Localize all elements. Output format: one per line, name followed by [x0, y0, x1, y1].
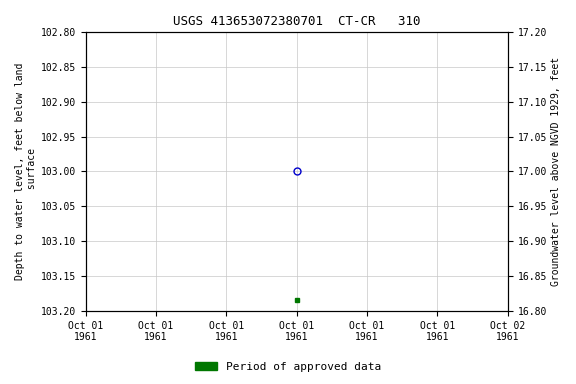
Legend: Period of approved data: Period of approved data — [191, 358, 385, 377]
Y-axis label: Depth to water level, feet below land
 surface: Depth to water level, feet below land su… — [15, 63, 37, 280]
Title: USGS 413653072380701  CT-CR   310: USGS 413653072380701 CT-CR 310 — [173, 15, 420, 28]
Y-axis label: Groundwater level above NGVD 1929, feet: Groundwater level above NGVD 1929, feet — [551, 57, 561, 286]
